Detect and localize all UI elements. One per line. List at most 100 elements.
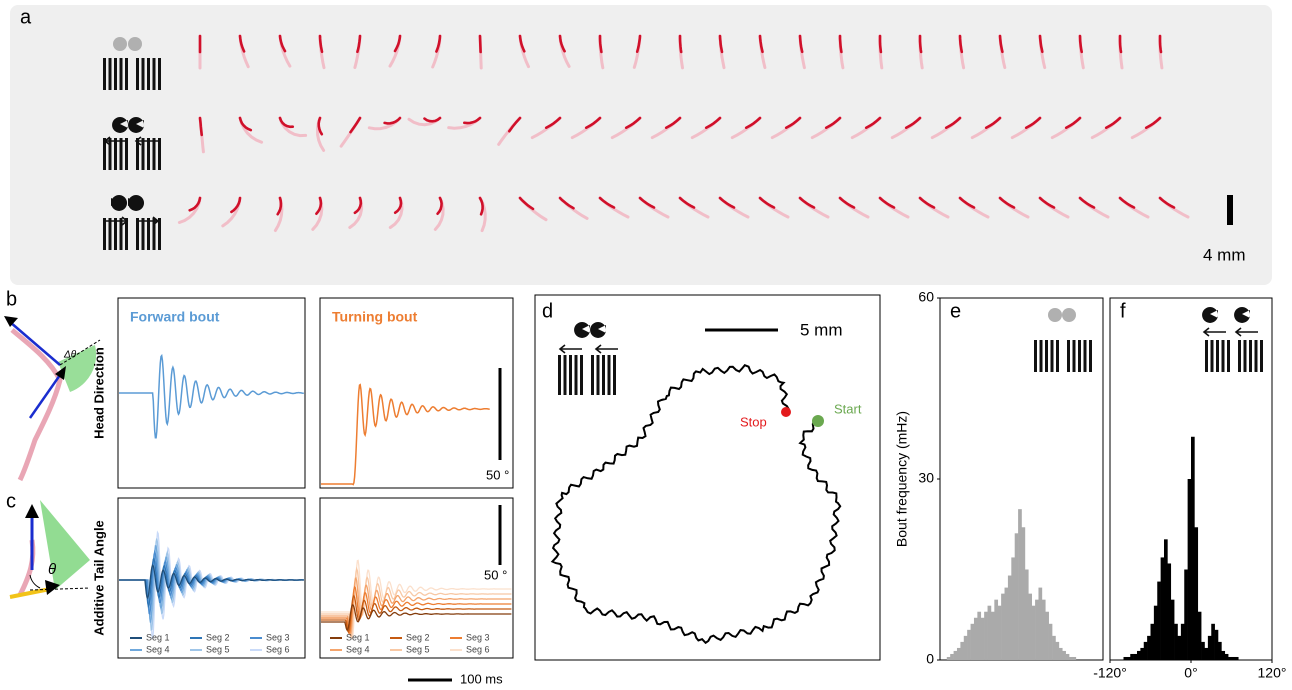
histogram-bar	[1177, 635, 1182, 660]
larva	[383, 116, 402, 125]
stripe	[103, 138, 106, 170]
stripe	[125, 58, 128, 90]
larva	[423, 116, 442, 123]
histogram-bar	[1007, 575, 1012, 660]
histogram-bar	[1133, 653, 1138, 660]
histogram-bar	[1011, 557, 1016, 660]
histogram-bar	[1062, 650, 1066, 660]
larva	[635, 34, 642, 53]
histogram-bar	[1187, 479, 1192, 660]
x-tick-label: 0°	[1184, 665, 1197, 681]
stripe	[114, 138, 117, 170]
larva	[998, 196, 1016, 209]
stripe	[1083, 340, 1087, 372]
larva	[1144, 116, 1162, 130]
stripe	[607, 355, 611, 395]
legend-label: Seg 4	[346, 644, 370, 654]
histogram-bar	[1069, 656, 1073, 660]
histogram-bar	[1052, 635, 1056, 660]
larva	[984, 116, 1002, 130]
stripe	[1249, 340, 1252, 372]
trace	[321, 576, 512, 637]
y-tick-label: 60	[918, 289, 934, 305]
histogram-bar	[960, 641, 965, 660]
larva	[1038, 34, 1044, 54]
larva	[478, 196, 484, 216]
histogram-bar	[1221, 650, 1226, 660]
larva	[878, 34, 883, 54]
legend-label: Seg 1	[146, 632, 170, 642]
stripe	[591, 355, 594, 395]
histogram-bar	[967, 629, 971, 660]
larva	[598, 196, 616, 209]
stripe	[147, 58, 150, 90]
larva	[544, 116, 562, 130]
larva	[904, 116, 922, 130]
stripe	[1210, 340, 1214, 372]
histogram-bar	[1184, 569, 1188, 660]
stripe	[147, 138, 150, 170]
histogram-bar	[1207, 635, 1212, 660]
stripe	[602, 355, 605, 395]
larva	[393, 34, 402, 53]
panel-a-background	[10, 5, 1272, 285]
histogram-bar	[1204, 647, 1209, 660]
histogram-bar	[1018, 509, 1022, 660]
histogram-bar	[1028, 593, 1032, 660]
histogram-bar	[1014, 533, 1019, 660]
larva	[435, 34, 442, 53]
axis-label: Additive Tail Angle	[91, 520, 106, 636]
stripe	[108, 138, 112, 170]
stripe	[563, 355, 567, 395]
legend-label: Seg 6	[466, 644, 490, 654]
histogram-bar	[1041, 599, 1046, 660]
larva	[664, 116, 682, 130]
stripe	[1045, 340, 1048, 372]
stripe	[1205, 340, 1208, 372]
histogram-bar	[1160, 557, 1165, 660]
stripe	[108, 58, 112, 90]
panel-letter: c	[6, 490, 16, 512]
stripe	[1260, 340, 1263, 372]
histogram-bar	[1157, 581, 1161, 660]
larva	[349, 116, 362, 134]
larva	[276, 196, 283, 216]
panel-letter: b	[6, 288, 17, 310]
histogram-bar	[1001, 593, 1005, 660]
trace	[321, 559, 512, 640]
larva	[198, 116, 203, 137]
larva	[1024, 116, 1042, 130]
larva	[864, 116, 882, 130]
stripe	[574, 355, 578, 395]
stop-label: Stop	[740, 414, 767, 429]
larva	[278, 116, 295, 129]
stripe	[125, 218, 128, 250]
histogram-bar	[963, 635, 968, 660]
legend-label: Seg 3	[466, 632, 490, 642]
larva	[230, 196, 242, 214]
histogram-bar	[1024, 569, 1029, 660]
stripe	[1050, 340, 1054, 372]
stimulus-icon	[1034, 307, 1263, 372]
start-label: Start	[834, 401, 862, 416]
larva	[824, 116, 842, 130]
box-title: Turning bout	[332, 309, 418, 325]
histogram-bar	[950, 653, 954, 660]
histogram-bar	[1224, 653, 1229, 660]
larva	[278, 34, 287, 53]
histogram-bar	[1048, 623, 1053, 660]
larva	[798, 34, 804, 54]
stripe	[103, 218, 106, 250]
histograms: e 0 30 60 Bout frequency (mHz) f -120° 0° 120°	[894, 289, 1287, 681]
angle-label: θ	[48, 561, 56, 578]
larva	[918, 34, 923, 54]
larva	[584, 116, 602, 130]
start-point	[812, 415, 824, 427]
larva	[1158, 34, 1163, 54]
stripe	[119, 58, 123, 90]
stripe	[108, 218, 112, 250]
stimulus-icons	[103, 37, 161, 250]
larva	[838, 34, 843, 54]
y-tick-label: 0	[926, 651, 934, 667]
